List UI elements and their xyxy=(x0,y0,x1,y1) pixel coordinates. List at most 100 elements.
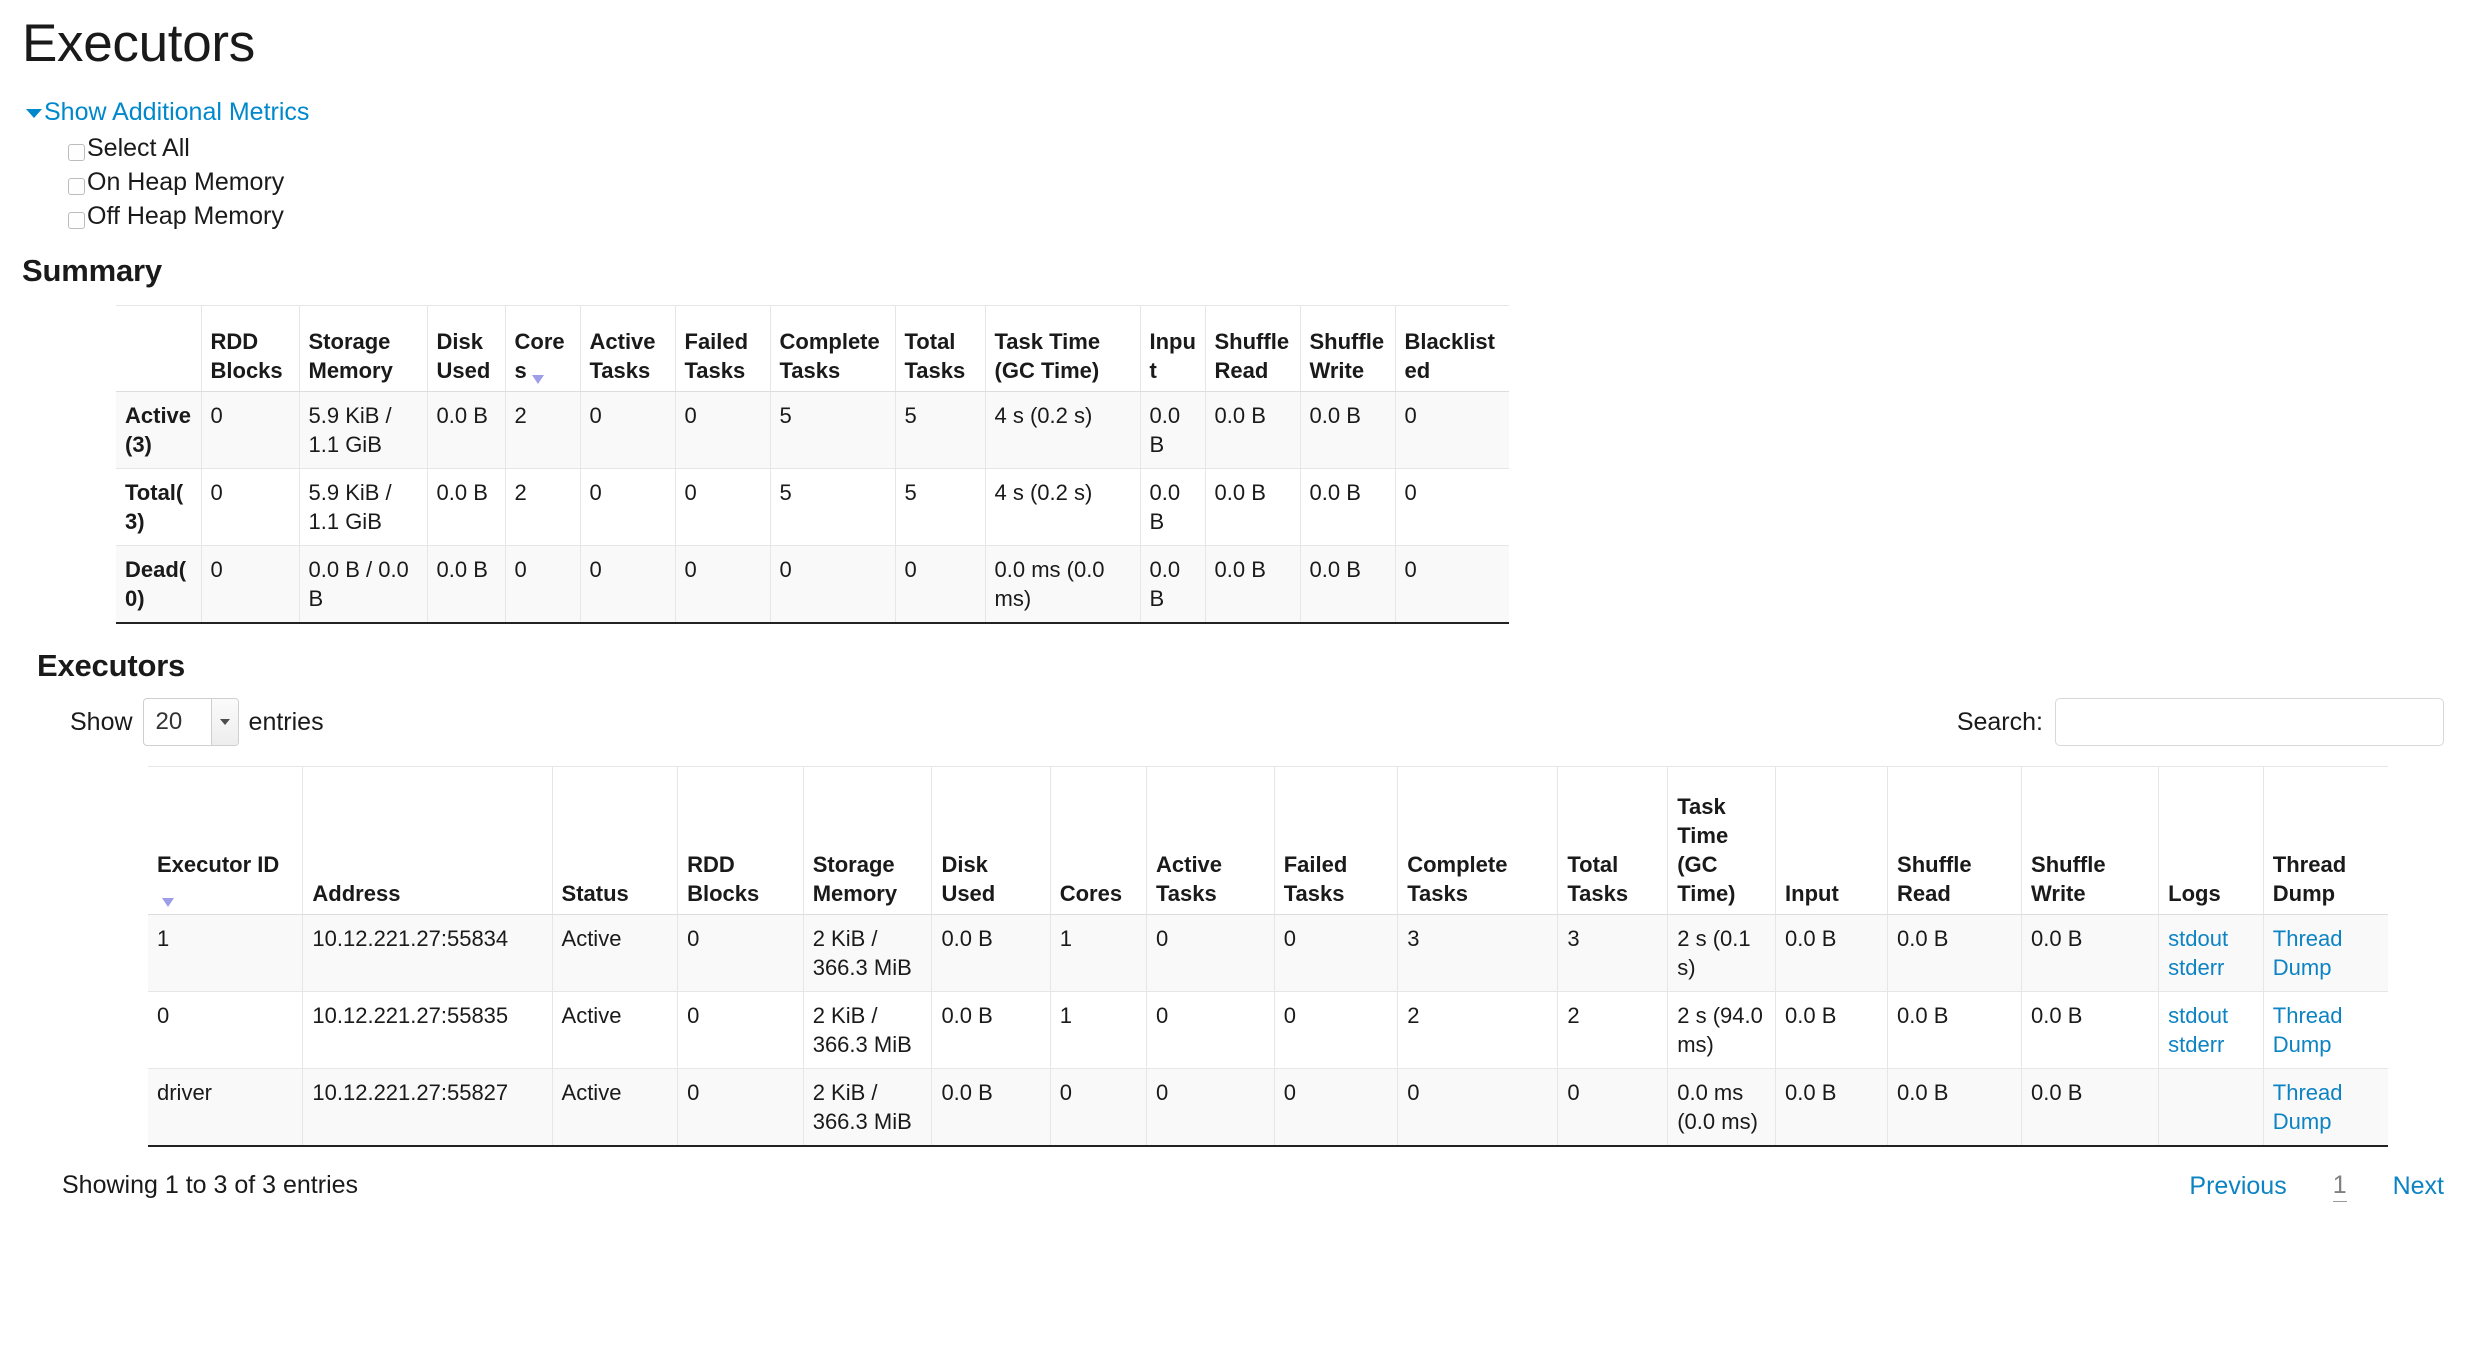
col-status[interactable]: Status xyxy=(551,766,679,916)
col-address[interactable]: Address xyxy=(302,766,553,916)
col-logs[interactable]: Logs xyxy=(2158,766,2264,916)
cell-task-time: 0.0 ms (0.0 ms) xyxy=(1667,1068,1777,1147)
page-length-select[interactable]: 20 xyxy=(142,698,239,747)
table-row: Total(3) 0 5.9 KiB / 1.1 GiB 0.0 B 2 0 0… xyxy=(116,467,1509,547)
summary-col-input[interactable]: Input xyxy=(1139,304,1206,392)
executors-table-body: 1 10.12.221.27:55834 Active 0 2 KiB / 36… xyxy=(148,914,2388,1147)
cell-shuffle-write: 0.0 B xyxy=(1299,390,1396,470)
stderr-link[interactable]: stderr xyxy=(2168,955,2225,981)
executors-heading: Executors xyxy=(37,648,186,684)
cell-storage-memory: 5.9 KiB / 1.1 GiB xyxy=(298,390,428,470)
cell-status: Active xyxy=(551,914,679,993)
col-shuffle-read[interactable]: Shuffle Read xyxy=(1887,766,2023,916)
cell-task-time: 0.0 ms (0.0 ms) xyxy=(984,545,1141,624)
thread-dump-link[interactable]: Thread Dump xyxy=(2272,1080,2343,1135)
col-storage-memory[interactable]: Storage Memory xyxy=(802,766,933,916)
metric-option-label: Off Heap Memory xyxy=(87,201,284,230)
col-disk-used[interactable]: Disk Used xyxy=(931,766,1051,916)
cell-storage-memory: 2 KiB / 366.3 MiB xyxy=(802,991,933,1070)
summary-col-storage-memory[interactable]: Storage Memory xyxy=(298,304,428,392)
summary-col-rdd-blocks[interactable]: RDD Blocks xyxy=(200,304,300,392)
table-row: Active(3) 0 5.9 KiB / 1.1 GiB 0.0 B 2 0 … xyxy=(116,390,1509,470)
stderr-link[interactable]: stderr xyxy=(2168,1032,2225,1058)
search-input[interactable] xyxy=(2055,698,2444,747)
summary-table-wrap: RDD Blocks Storage Memory Disk Used Core… xyxy=(116,304,1509,625)
cell-input: 0.0 B xyxy=(1139,545,1206,624)
cell-shuffle-write: 0.0 B xyxy=(2021,991,2160,1070)
cell-thread-dump: Thread Dump xyxy=(2262,1068,2388,1147)
summary-row-label: Active(3) xyxy=(116,390,202,470)
datatable-footer: Showing 1 to 3 of 3 entries Previous 1 N… xyxy=(22,1171,2444,1227)
cell-shuffle-read: 0.0 B xyxy=(1204,545,1301,624)
summary-row-label: Total(3) xyxy=(116,467,202,547)
summary-col-complete-tasks[interactable]: Complete Tasks xyxy=(769,304,896,392)
cell-disk-used: 0.0 B xyxy=(931,1068,1051,1147)
cell-failed-tasks: 0 xyxy=(1273,991,1399,1070)
cell-input: 0.0 B xyxy=(1775,1068,1889,1147)
cell-shuffle-write: 0.0 B xyxy=(1299,467,1396,547)
metric-option-off-heap-memory[interactable]: Off Heap Memory xyxy=(68,199,2444,233)
cell-address: 10.12.221.27:55835 xyxy=(302,991,553,1070)
metric-option-select-all[interactable]: Select All xyxy=(68,131,2444,165)
summary-col-total-tasks[interactable]: Total Tasks xyxy=(894,304,986,392)
checkbox-off-heap-memory[interactable] xyxy=(68,212,85,230)
thread-dump-link[interactable]: Thread Dump xyxy=(2272,1003,2343,1058)
show-additional-metrics-label: Show Additional Metrics xyxy=(44,97,310,126)
col-input[interactable]: Input xyxy=(1775,766,1889,916)
cell-failed-tasks: 0 xyxy=(1273,914,1399,993)
cell-total-tasks: 3 xyxy=(1557,914,1669,993)
cell-input: 0.0 B xyxy=(1139,467,1206,547)
cell-complete-tasks: 5 xyxy=(769,467,896,547)
checkbox-on-heap-memory[interactable] xyxy=(68,178,85,196)
col-failed-tasks[interactable]: Failed Tasks xyxy=(1273,766,1399,916)
checkbox-select-all[interactable] xyxy=(68,144,85,162)
cell-thread-dump: Thread Dump xyxy=(2262,914,2388,993)
col-active-tasks[interactable]: Active Tasks xyxy=(1146,766,1275,916)
previous-page-button[interactable]: Previous xyxy=(2189,1172,2287,1201)
stdout-link[interactable]: stdout xyxy=(2168,1003,2229,1029)
summary-col-blacklisted[interactable]: Blacklisted xyxy=(1394,304,1509,392)
summary-col-task-time[interactable]: Task Time (GC Time) xyxy=(984,304,1141,392)
cell-cores: 2 xyxy=(504,390,581,470)
summary-col-cores-label: Cores xyxy=(514,328,565,383)
col-rdd-blocks[interactable]: RDD Blocks xyxy=(677,766,804,916)
summary-col-disk-used[interactable]: Disk Used xyxy=(426,304,506,392)
search-label: Search: xyxy=(1956,707,2043,736)
stdout-link[interactable]: stdout xyxy=(2168,926,2229,952)
col-cores[interactable]: Cores xyxy=(1049,766,1148,916)
cell-shuffle-read: 0.0 B xyxy=(1204,390,1301,470)
cell-storage-memory: 2 KiB / 366.3 MiB xyxy=(802,914,933,993)
cell-shuffle-read: 0.0 B xyxy=(1887,1068,2023,1147)
cell-disk-used: 0.0 B xyxy=(426,545,506,624)
show-additional-metrics-toggle[interactable]: Show Additional Metrics xyxy=(26,97,310,126)
cell-complete-tasks: 5 xyxy=(769,390,896,470)
cell-cores: 0 xyxy=(504,545,581,624)
next-page-button[interactable]: Next xyxy=(2392,1172,2444,1201)
summary-col-failed-tasks[interactable]: Failed Tasks xyxy=(674,304,771,392)
cell-disk-used: 0.0 B xyxy=(931,991,1051,1070)
page-number-1[interactable]: 1 xyxy=(2332,1171,2347,1203)
chevron-down-icon xyxy=(210,699,238,746)
metric-option-label: On Heap Memory xyxy=(87,167,285,196)
cell-logs: stdout stderr xyxy=(2158,991,2264,1070)
metric-option-on-heap-memory[interactable]: On Heap Memory xyxy=(68,165,2444,199)
col-complete-tasks[interactable]: Complete Tasks xyxy=(1397,766,1559,916)
summary-col-active-tasks[interactable]: Active Tasks xyxy=(579,304,676,392)
thread-dump-link[interactable]: Thread Dump xyxy=(2272,926,2343,981)
cell-total-tasks: 0 xyxy=(1557,1068,1669,1147)
cell-input: 0.0 B xyxy=(1139,390,1206,470)
summary-col-cores[interactable]: Cores xyxy=(504,304,581,392)
col-total-tasks[interactable]: Total Tasks xyxy=(1557,766,1669,916)
cell-logs xyxy=(2158,1068,2264,1147)
summary-col-blank[interactable] xyxy=(116,304,202,392)
col-thread-dump[interactable]: Thread Dump xyxy=(2262,766,2388,916)
summary-col-shuffle-write[interactable]: Shuffle Write xyxy=(1299,304,1396,392)
col-task-time[interactable]: Task Time (GC Time) xyxy=(1667,766,1777,916)
col-shuffle-write[interactable]: Shuffle Write xyxy=(2021,766,2160,916)
col-executor-id[interactable]: Executor ID xyxy=(148,766,304,916)
cell-disk-used: 0.0 B xyxy=(426,390,506,470)
cell-failed-tasks: 0 xyxy=(674,390,771,470)
cell-address: 10.12.221.27:55827 xyxy=(302,1068,553,1147)
entries-info: Showing 1 to 3 of 3 entries xyxy=(62,1171,359,1200)
summary-col-shuffle-read[interactable]: Shuffle Read xyxy=(1204,304,1301,392)
